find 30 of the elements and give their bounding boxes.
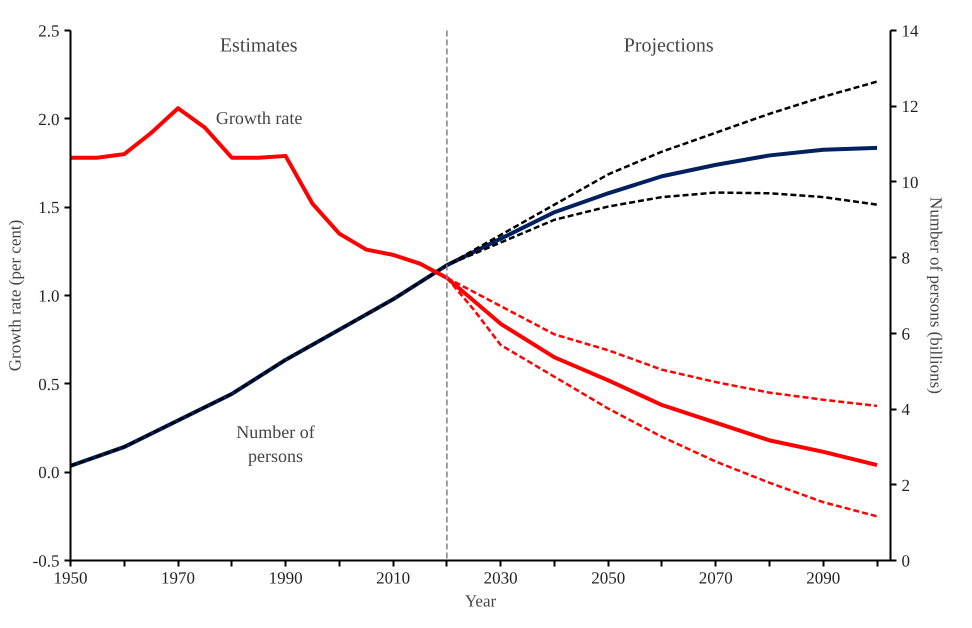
x-tick-label: 1990 <box>268 568 303 588</box>
x-tick-label: 2090 <box>806 568 840 588</box>
x-tick-label: 2050 <box>591 568 626 588</box>
annotation: Growth rate <box>216 108 302 128</box>
x-axis-title: Year <box>464 592 496 610</box>
y2-tick-label: 0 <box>902 552 910 570</box>
y-axis-title: Growth rate (per cent) <box>6 220 25 372</box>
annotation: Number of persons <box>236 422 315 466</box>
y-tick-label: 1.0 <box>38 286 60 306</box>
y-tick-label: 0.0 <box>38 463 60 482</box>
y2-tick-label: 12 <box>902 97 918 116</box>
y-tick-label: -0.5 <box>32 552 60 570</box>
y2-tick-label: 10 <box>902 172 918 192</box>
y2-tick-label: 4 <box>902 400 910 420</box>
x-tick-label: 2070 <box>698 568 733 588</box>
x-tick-label: 1950 <box>54 568 88 588</box>
y-tick-label: 1.5 <box>38 198 60 218</box>
annotation: Projections <box>624 34 714 56</box>
y2-tick-label: 6 <box>902 324 910 344</box>
x-tick-label: 2010 <box>376 568 410 588</box>
x-tick-label: 1970 <box>161 568 196 588</box>
x-tick-label: 2030 <box>484 568 518 588</box>
y2-tick-label: 14 <box>902 22 919 40</box>
y-tick-label: 0.5 <box>38 374 60 394</box>
y-tick-label: 2.5 <box>38 22 60 40</box>
y2-tick-label: 2 <box>902 476 910 495</box>
y2-axis-title: Number of persons (billions) <box>926 197 946 394</box>
y2-tick-label: 8 <box>902 248 910 268</box>
y-tick-label: 2.0 <box>38 110 60 129</box>
annotation: Estimates <box>220 34 298 56</box>
